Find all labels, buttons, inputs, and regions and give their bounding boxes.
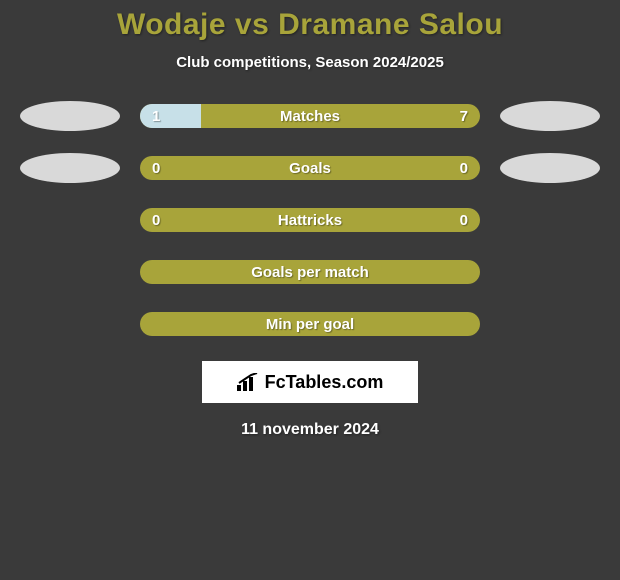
comparison-infographic: Wodaje vs Dramane Salou Club competition… — [0, 0, 620, 439]
footer-logo-text: FcTables.com — [265, 372, 384, 393]
stat-bar: 17Matches — [140, 104, 480, 128]
stat-label: Goals — [140, 156, 480, 180]
stat-row: Goals per match — [0, 257, 620, 287]
chart-icon — [237, 373, 259, 391]
subtitle: Club competitions, Season 2024/2025 — [0, 54, 620, 71]
stat-row: Min per goal — [0, 309, 620, 339]
stat-row: 17Matches — [0, 101, 620, 131]
stat-label: Matches — [140, 104, 480, 128]
stat-bar: Min per goal — [140, 312, 480, 336]
player-left-badge — [20, 101, 120, 131]
stat-row: 00Goals — [0, 153, 620, 183]
player-right-badge — [500, 153, 600, 183]
footer-date: 11 november 2024 — [0, 421, 620, 439]
stat-bar: Goals per match — [140, 260, 480, 284]
stat-bar: 00Hattricks — [140, 208, 480, 232]
stat-label: Goals per match — [140, 260, 480, 284]
stat-row: 00Hattricks — [0, 205, 620, 235]
stat-bar: 00Goals — [140, 156, 480, 180]
stat-rows: 17Matches 00Goals 00Hattricks Goals per mat… — [0, 101, 620, 339]
player-right-badge — [500, 101, 600, 131]
player-left-badge — [20, 153, 120, 183]
stat-label: Min per goal — [140, 312, 480, 336]
page-title: Wodaje vs Dramane Salou — [0, 8, 620, 42]
stat-label: Hattricks — [140, 208, 480, 232]
footer-logo: FcTables.com — [202, 361, 418, 403]
